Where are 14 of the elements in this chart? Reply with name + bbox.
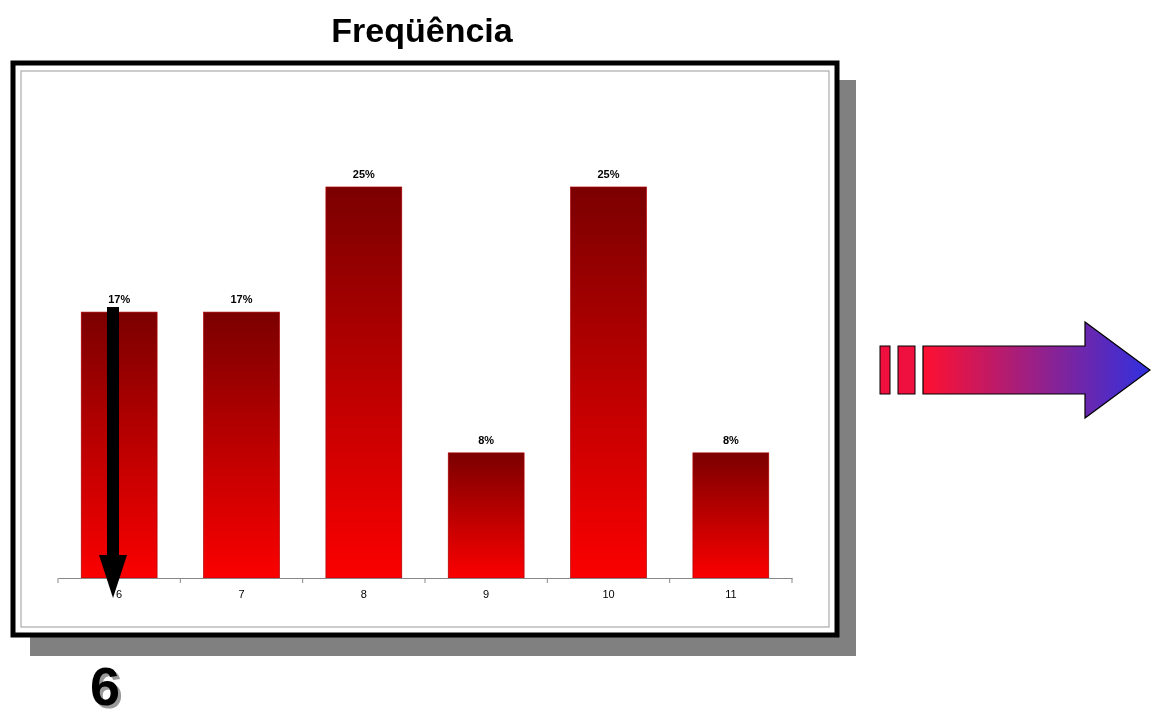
data-label: 8% [722,433,739,446]
x-tick-label: 10 [602,587,615,600]
data-label: 17% [230,293,253,306]
chart-title: Freqüência [331,11,514,49]
data-label: 25% [597,168,620,180]
x-tick-label: 9 [483,587,490,600]
x-tick-label: 11 [725,587,737,600]
data-label: 17% [108,293,131,306]
data-label: 8% [478,433,495,446]
x-tick-label: 7 [238,587,245,600]
x-tick-label: 6 [116,587,123,600]
x-tick-label: 8 [360,587,367,600]
data-label: 25% [352,168,376,180]
text: 6 [89,656,121,713]
